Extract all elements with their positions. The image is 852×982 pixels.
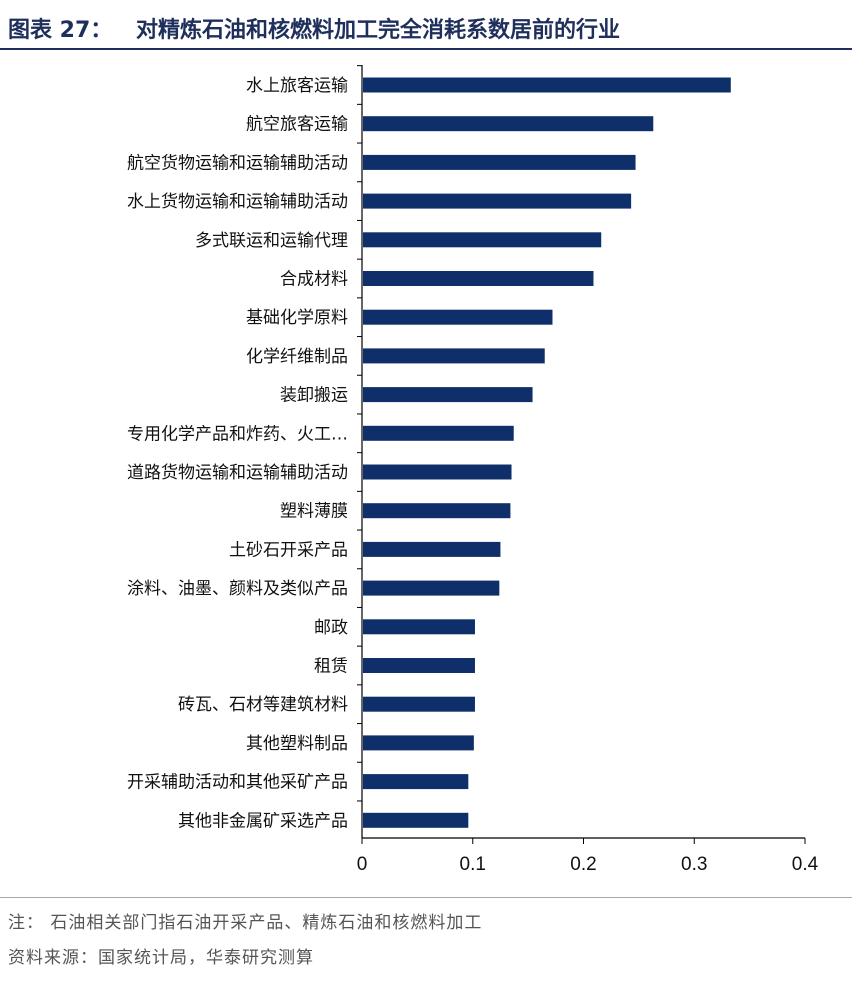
bar [363,541,501,557]
x-tick-label: 0.1 [460,854,486,875]
category-label: 涂料、油墨、颜料及类似产品 [127,579,348,599]
footer-divider [0,897,852,898]
bar [363,812,469,828]
bar [363,348,545,364]
bar [363,154,636,170]
category-label: 其他非金属矿采选产品 [178,811,348,831]
category-label: 水上旅客运输 [246,76,348,96]
bar [363,193,632,209]
category-label: 开采辅助活动和其他采矿产品 [127,773,348,793]
category-label: 航空旅客运输 [246,115,348,135]
category-label: 合成材料 [280,270,348,290]
bar [363,387,533,403]
chart-title: 对精炼石油和核燃料加工完全消耗系数居前的行业 [136,18,621,43]
category-label: 邮政 [314,618,348,638]
chart-note: 注： 石油相关部门指石油开采产品、精炼石油和核燃料加工 [8,913,483,933]
category-label: 专用化学产品和炸药、火工… [127,424,348,444]
title-bar: 图表 27： 对精炼石油和核燃料加工完全消耗系数居前的行业 [0,0,852,50]
x-tick-label: 0 [357,854,368,875]
bar [363,580,500,596]
category-label: 道路货物运输和运输辅助活动 [127,463,348,483]
category-label: 基础化学原料 [246,308,348,328]
bar [363,503,511,519]
category-label: 土砂石开采产品 [229,540,348,560]
category-label: 水上货物运输和运输辅助活动 [127,192,348,212]
bar [363,658,475,673]
category-label: 多式联运和运输代理 [195,231,348,251]
bar [363,309,553,325]
x-tick-label: 0.4 [792,854,819,875]
category-label: 租赁 [314,657,348,677]
x-tick-label: 0.2 [570,854,596,875]
bar [363,696,475,712]
category-label: 化学纤维制品 [246,347,348,367]
figure-number: 图表 27： [8,18,113,43]
x-tick-label: 0.3 [681,854,707,875]
category-label: 其他塑料制品 [246,734,348,754]
bar [363,735,474,751]
bar [363,774,469,790]
bar [363,271,594,286]
data-source: 资料来源：国家统计局，华泰研究测算 [8,948,314,968]
bar [363,232,602,248]
bar [363,77,731,93]
category-label: 航空货物运输和运输辅助活动 [127,153,348,173]
bar [363,425,514,441]
bar-chart: 水上旅客运输航空旅客运输航空货物运输和运输辅助活动水上货物运输和运输辅助活动多式… [127,65,819,875]
bar [363,619,475,635]
category-label: 砖瓦、石材等建筑材料 [178,695,348,715]
category-label: 装卸搬运 [280,386,348,406]
bar [363,116,654,132]
category-label: 塑料薄膜 [280,502,348,522]
bar [363,464,512,480]
